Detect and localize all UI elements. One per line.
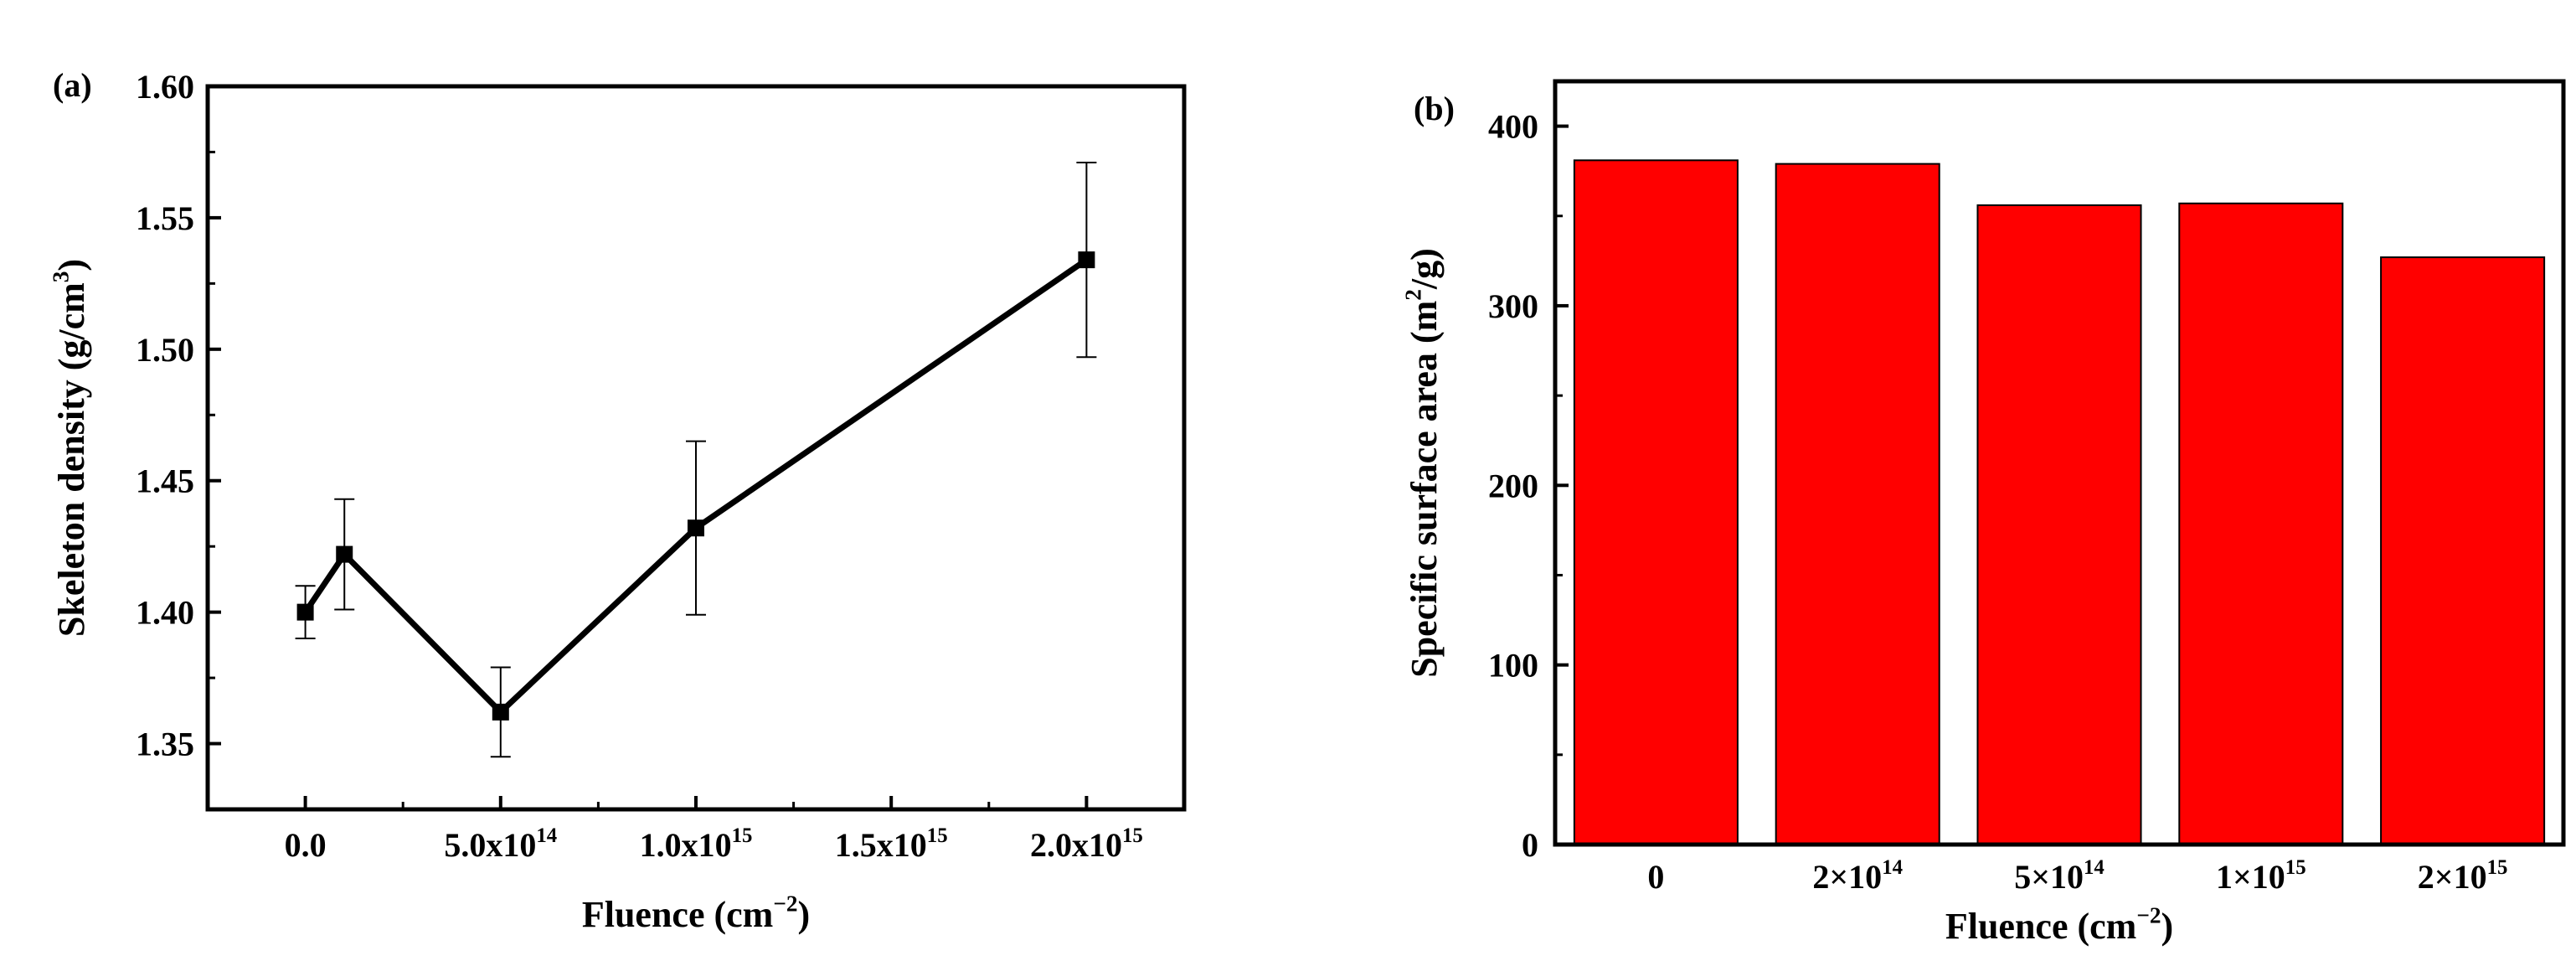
data-point bbox=[1078, 251, 1095, 269]
y-axis-label-sup: 3 bbox=[49, 271, 74, 283]
x-axis-label-base: Fluence (cm bbox=[582, 894, 773, 935]
x-tick-label-base: 1.5x10 bbox=[835, 826, 927, 864]
y-tick-label: 1.45 bbox=[136, 462, 194, 500]
data-point bbox=[688, 519, 704, 537]
x-axis-label: Fluence (cm−2) bbox=[582, 891, 810, 935]
y-tick-label: 400 bbox=[1488, 108, 1538, 146]
panel-label: (b) bbox=[1414, 90, 1455, 127]
x-tick-label-sup: 14 bbox=[1882, 856, 1903, 879]
x-tick-label-sup: 14 bbox=[536, 824, 557, 847]
plot-frame bbox=[1553, 79, 2566, 847]
x-tick-label-base: 5.0x10 bbox=[444, 826, 536, 864]
data-point bbox=[492, 703, 509, 721]
x-tick-label-sup: 15 bbox=[1122, 824, 1143, 847]
x-axis-label-base: Fluence (cm bbox=[1945, 906, 2136, 947]
x-tick-label-base: 2×10 bbox=[1812, 858, 1882, 896]
x-axis-label: Fluence (cm−2) bbox=[1945, 903, 2173, 947]
x-tick-label: 2×1014 bbox=[1812, 856, 1903, 896]
x-tick-label: 1.0x1015 bbox=[640, 824, 753, 864]
panel-label: (a) bbox=[53, 66, 92, 104]
x-tick-label: 1.5x1015 bbox=[835, 824, 948, 864]
x-tick-label-base: 0 bbox=[1647, 858, 1664, 896]
y-axis-label-base: Skeleton density (g/cm bbox=[51, 282, 92, 637]
bar bbox=[1976, 204, 2142, 846]
y-axis-label: Skeleton density (g/cm3) bbox=[49, 259, 92, 637]
x-tick-label: 2×1015 bbox=[2418, 856, 2508, 896]
y-axis-label-sup: 2 bbox=[1401, 289, 1426, 301]
data-point bbox=[296, 603, 314, 621]
bar bbox=[1775, 163, 1940, 845]
bar bbox=[2178, 202, 2344, 845]
x-tick-label-sup: 14 bbox=[2084, 856, 2105, 879]
x-tick-label-base: 5×10 bbox=[2014, 858, 2084, 896]
y-tick-label: 1.60 bbox=[136, 68, 194, 106]
x-tick-label: 0.0 bbox=[285, 826, 327, 864]
x-axis-label-suffix: ) bbox=[2161, 906, 2173, 947]
x-tick-label-base: 2×10 bbox=[2418, 858, 2487, 896]
x-axis-label-sup: −2 bbox=[2136, 903, 2161, 928]
y-axis-label-base: Specific surface area (m bbox=[1404, 301, 1445, 678]
y-axis-label-suffix: ) bbox=[51, 259, 92, 271]
x-tick-label: 0 bbox=[1647, 858, 1664, 896]
x-axis-label-sup: −2 bbox=[773, 891, 797, 917]
x-tick-label-base: 0.0 bbox=[285, 826, 327, 864]
x-tick-label-base: 2.0x10 bbox=[1030, 826, 1122, 864]
x-tick-label-base: 1×10 bbox=[2216, 858, 2285, 896]
data-point bbox=[336, 545, 353, 563]
y-tick-label: 200 bbox=[1488, 467, 1538, 504]
panel-a-line-chart: 1.35 1.40 1.45 1.50 1.55 1.60 0.0 5.0x1014 1.0x1… bbox=[49, 66, 1187, 935]
y-tick-label: 1.40 bbox=[136, 594, 194, 632]
x-tick-label-sup: 15 bbox=[732, 824, 753, 847]
x-tick-label-sup: 15 bbox=[2285, 856, 2306, 879]
y-axis-label-suffix: /g) bbox=[1404, 248, 1445, 290]
bar bbox=[2380, 256, 2546, 846]
x-tick-label: 5.0x1014 bbox=[444, 824, 557, 864]
x-tick-label-base: 1.0x10 bbox=[640, 826, 732, 864]
x-tick-label-sup: 15 bbox=[927, 824, 948, 847]
bar bbox=[1573, 159, 1739, 845]
y-tick-label: 1.50 bbox=[136, 331, 194, 369]
y-tick-label: 100 bbox=[1488, 647, 1538, 685]
x-tick-label: 2.0x1015 bbox=[1030, 824, 1143, 864]
y-tick-label: 0 bbox=[1522, 826, 1538, 864]
x-tick-label-sup: 15 bbox=[2487, 856, 2508, 879]
y-tick-label: 300 bbox=[1488, 287, 1538, 325]
x-tick-label: 1×1015 bbox=[2216, 856, 2306, 896]
y-axis-label: Specific surface area (m2/g) bbox=[1401, 248, 1445, 678]
y-tick-label: 1.35 bbox=[136, 726, 194, 763]
panel-b-bar-chart: 0 2×1014 5×1014 1×1015 2×10150100200300400(b… bbox=[1401, 79, 2566, 947]
x-axis-label-suffix: ) bbox=[797, 894, 810, 935]
x-tick-label: 5×1014 bbox=[2014, 856, 2105, 896]
y-tick-label: 1.55 bbox=[136, 199, 194, 237]
